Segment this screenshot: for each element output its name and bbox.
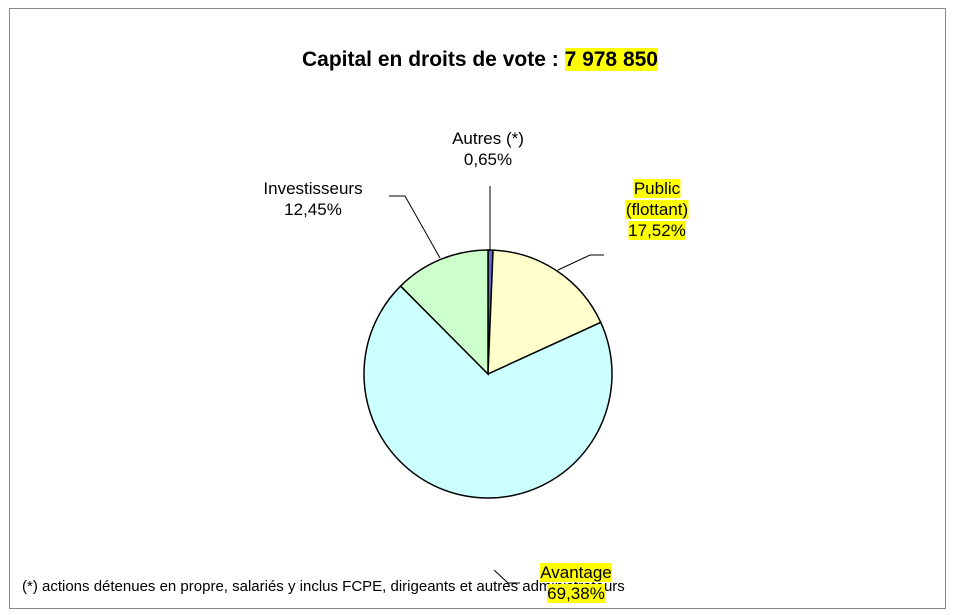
leader-line [389,195,441,259]
category-label: Avantage [540,563,612,582]
slice-label: Investisseurs 12,45% [213,178,413,220]
leader-line [557,254,604,271]
leader-line [493,569,520,584]
title-text: Capital en droits de vote : [302,48,559,71]
pie-slice [363,284,613,499]
value-label: 69,38% [547,584,605,603]
slice-label: Public (flottant) 17,52% [610,178,705,241]
title-highlight: 7 978 850 [564,48,658,71]
slice-label: Avantage 69,38% [476,562,676,604]
category-label: Investisseurs [263,179,363,198]
chart-title: Capital en droits de vote : 7 978 850 [0,48,954,72]
pie-slice [399,249,489,376]
category-label: Autres (*) [452,129,524,148]
category-label: Public (flottant) [625,179,689,219]
slice-label: Autres (*) 0,65% [388,128,588,170]
footnote: (*) actions détenues en propre, salariés… [22,578,625,595]
value-label: 0,65% [463,150,513,169]
value-label: 17,52% [628,221,686,240]
value-label: 12,45% [284,200,342,219]
pie-slice [487,249,602,376]
